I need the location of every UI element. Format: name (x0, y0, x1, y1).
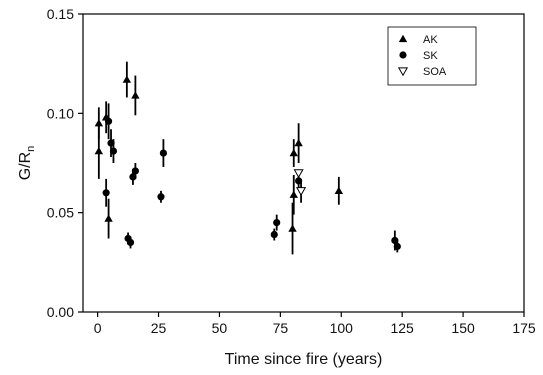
data-point (94, 119, 104, 127)
data-point (104, 117, 113, 125)
x-tick-label: 50 (212, 320, 228, 336)
data-marks (94, 61, 401, 255)
legend: AK SK SOA (387, 26, 477, 86)
y-tick-label: 0.05 (47, 205, 74, 221)
legend-label: SK (423, 50, 438, 62)
x-axis-label: Time since fire (years) (225, 351, 383, 368)
x-tick-label: 150 (451, 320, 475, 336)
y-tick-label: 0.10 (47, 105, 74, 121)
data-point (122, 75, 132, 83)
data-point (293, 169, 304, 179)
data-point (131, 91, 140, 99)
x-tick-label: 0 (94, 320, 102, 336)
legend-label: SOA (423, 66, 447, 78)
data-point (270, 230, 278, 239)
x-tick-label: 125 (390, 320, 414, 336)
data-point (296, 187, 307, 197)
data-point (109, 147, 118, 155)
y-axis-label-main: G/R (17, 152, 34, 180)
y-axis-label: G/Rn (17, 146, 37, 181)
data-point (131, 167, 139, 175)
axes: 0 25 50 75 100 125 150 175 0.00 0.05 0.10 0.15 (47, 6, 536, 336)
legend-marker (399, 51, 407, 59)
series-soa (293, 169, 307, 203)
y-axis-label-subscript: n (25, 146, 37, 152)
data-point (393, 242, 401, 251)
plot-frame (82, 13, 525, 313)
legend-marker (397, 67, 409, 77)
x-tick-label: 75 (273, 320, 289, 336)
data-point (94, 146, 104, 155)
legend-label: AK (423, 34, 438, 46)
y-tick-label: 0.00 (47, 304, 74, 320)
data-point (104, 214, 113, 222)
data-point (102, 189, 110, 197)
data-point (289, 148, 298, 157)
data-point (334, 186, 344, 194)
y-tick-label: 0.15 (47, 6, 74, 22)
data-point (273, 219, 281, 227)
data-point (157, 193, 165, 201)
series-ak (94, 61, 344, 255)
data-point (126, 238, 135, 247)
data-point (289, 190, 298, 198)
data-point (159, 149, 168, 157)
x-tick-label: 25 (151, 320, 167, 336)
series-sk (102, 103, 401, 253)
data-point (288, 224, 297, 232)
plot-area (82, 13, 525, 313)
data-point (294, 138, 303, 147)
legend-marker (398, 34, 408, 43)
x-tick-label: 100 (330, 320, 354, 336)
x-tick-label: 175 (512, 320, 536, 336)
